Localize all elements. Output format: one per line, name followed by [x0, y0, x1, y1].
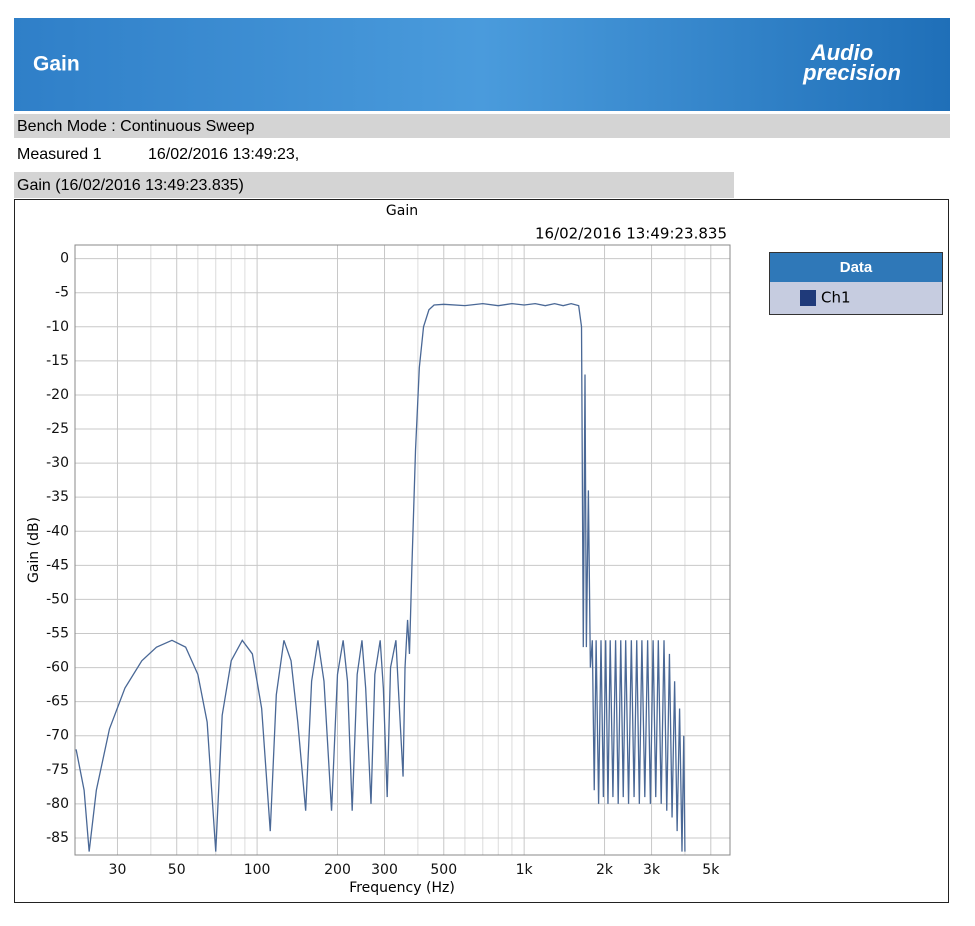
legend-swatch [800, 290, 816, 306]
plot-border [74, 244, 731, 856]
chart-subtitle: 16/02/2016 13:49:23.835 [535, 225, 727, 243]
measured: Measured 1 [17, 146, 102, 163]
x-tick-label: 1k [516, 862, 534, 878]
y-tick-label: -75 [46, 762, 69, 778]
x-tick-label: 50 [168, 862, 186, 878]
y-axis-label: Gain (dB) [26, 517, 42, 583]
mode-bar [14, 114, 950, 138]
panel-title: Gain (16/02/2016 13:49:23.835) [17, 177, 244, 194]
y-tick-label: -50 [46, 591, 69, 607]
x-tick-label: 30 [109, 862, 127, 878]
y-tick-label: -45 [46, 557, 69, 573]
panel-bar [14, 172, 734, 198]
y-tick-label: -80 [46, 796, 69, 812]
x-tick-label: 2k [596, 862, 614, 878]
y-tick-label: -40 [46, 523, 69, 539]
header-title: Gain [33, 53, 80, 76]
plot-area [75, 245, 730, 855]
x-tick-label: 5k [702, 862, 720, 878]
x-tick-label: 300 [371, 862, 398, 878]
legend-header [770, 253, 942, 282]
y-tick-label: -5 [55, 285, 69, 301]
y-tick-label: 0 [60, 251, 69, 267]
y-tick-label: -70 [46, 728, 69, 744]
y-tick-label: -65 [46, 694, 69, 710]
y-tick-label: -55 [46, 625, 69, 641]
mode: Bench Mode : Continuous Sweep [17, 118, 255, 135]
x-tick-label: 500 [430, 862, 457, 878]
y-tick-label: -35 [46, 489, 69, 505]
y-tick-label: -85 [46, 830, 69, 846]
series-line [75, 302, 686, 852]
legend-label: Ch1 [821, 289, 851, 307]
y-tick-label: -25 [46, 421, 69, 437]
legend-title: Data [840, 259, 873, 276]
x-tick-label: 100 [244, 862, 271, 878]
x-tick-label: 200 [324, 862, 351, 878]
logo: Audio [810, 40, 873, 65]
logo: precision [802, 60, 901, 85]
x-tick-label: 3k [643, 862, 661, 878]
y-tick-label: -30 [46, 455, 69, 471]
chart-title: Gain [386, 203, 418, 219]
y-tick-label: -15 [46, 353, 69, 369]
series-group [75, 302, 686, 852]
x-axis-label: Frequency (Hz) [349, 880, 455, 896]
y-tick-label: -60 [46, 660, 69, 676]
y-tick-label: -20 [46, 387, 69, 403]
measured-time: 16/02/2016 13:49:23, [148, 146, 299, 163]
y-tick-label: -10 [46, 319, 69, 335]
header-band [14, 18, 950, 111]
